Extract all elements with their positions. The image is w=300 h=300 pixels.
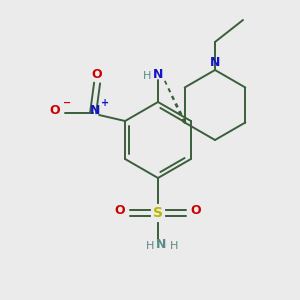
Text: N: N [156,238,166,250]
Text: +: + [101,98,109,108]
Text: H: H [170,241,178,251]
Text: N: N [210,56,220,70]
Text: N: N [90,104,100,118]
Text: S: S [153,206,163,220]
Text: O: O [115,205,125,218]
Text: N: N [153,68,163,82]
Text: H: H [143,71,151,81]
Text: H: H [146,241,154,251]
Text: O: O [50,104,60,118]
Text: −: − [63,98,71,108]
Text: O: O [92,68,102,80]
Text: O: O [191,205,201,218]
